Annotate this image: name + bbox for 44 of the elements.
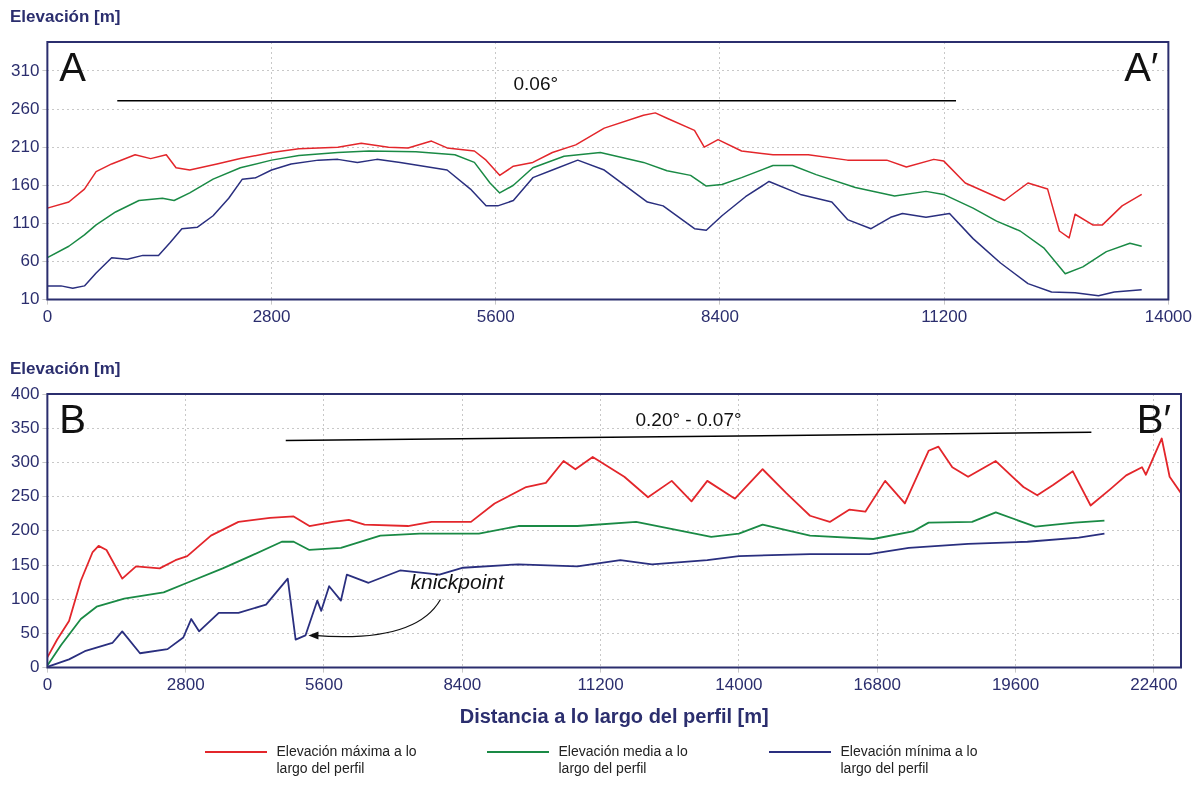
x-tick-label: 0 — [42, 675, 53, 695]
annotation: 0.06° — [513, 73, 559, 95]
annotation: 0.20° - 0.07° — [635, 409, 742, 431]
legend-label: Elevación mínima a lo largo del perfil — [840, 743, 979, 777]
x-tick-label: 16800 — [853, 675, 901, 695]
annotation: A′ — [1124, 45, 1159, 90]
y-tick-label: 10 — [20, 289, 40, 309]
y-tick-label: 210 — [10, 136, 40, 156]
x-tick-label: 2800 — [252, 307, 291, 327]
y-tick-label: 310 — [10, 60, 40, 80]
x-tick-label: 11200 — [577, 675, 624, 695]
y-tick-label: 50 — [20, 623, 40, 643]
x-tick-label: 8400 — [701, 307, 739, 327]
y-tick-label: 100 — [10, 588, 40, 608]
legend-label: Elevación máxima a lo largo del perfil — [276, 743, 418, 777]
x-tick-label: 14000 — [715, 675, 763, 695]
x-tick-label: 14000 — [1144, 307, 1192, 327]
y-tick-label: 150 — [10, 554, 40, 574]
x-tick-label: 0 — [42, 307, 53, 327]
y-tick-label: 260 — [10, 98, 40, 118]
y-tick-label: 110 — [12, 213, 40, 233]
y-axis-title: Elevación [m] — [10, 359, 121, 378]
y-axis-title: Elevación [m] — [10, 7, 121, 26]
y-tick-label: 60 — [20, 251, 40, 271]
y-tick-label: 200 — [10, 520, 40, 540]
x-tick-label: 2800 — [166, 675, 205, 695]
legend-label: Elevación media a lo largo del perfil — [558, 743, 689, 777]
y-tick-label: 350 — [10, 417, 40, 437]
annotation: B — [59, 397, 87, 442]
x-tick-label: 22400 — [1130, 675, 1178, 695]
y-tick-label: 400 — [10, 383, 40, 403]
x-tick-label: 5600 — [476, 307, 515, 327]
y-tick-label: 160 — [10, 174, 40, 194]
annotation: A — [59, 45, 87, 90]
y-tick-label: 250 — [10, 486, 40, 506]
x-tick-label: 11200 — [921, 307, 968, 327]
y-tick-label: 0 — [29, 657, 40, 677]
annotation: knickpoint — [410, 569, 506, 593]
x-tick-label: 5600 — [305, 675, 343, 695]
x-tick-label: 8400 — [443, 675, 482, 695]
x-axis-title: Distancia a lo largo del perfil [m] — [459, 704, 769, 727]
y-tick-label: 300 — [10, 452, 40, 472]
x-tick-label: 19600 — [991, 675, 1040, 695]
annotation: B′ — [1136, 397, 1171, 442]
